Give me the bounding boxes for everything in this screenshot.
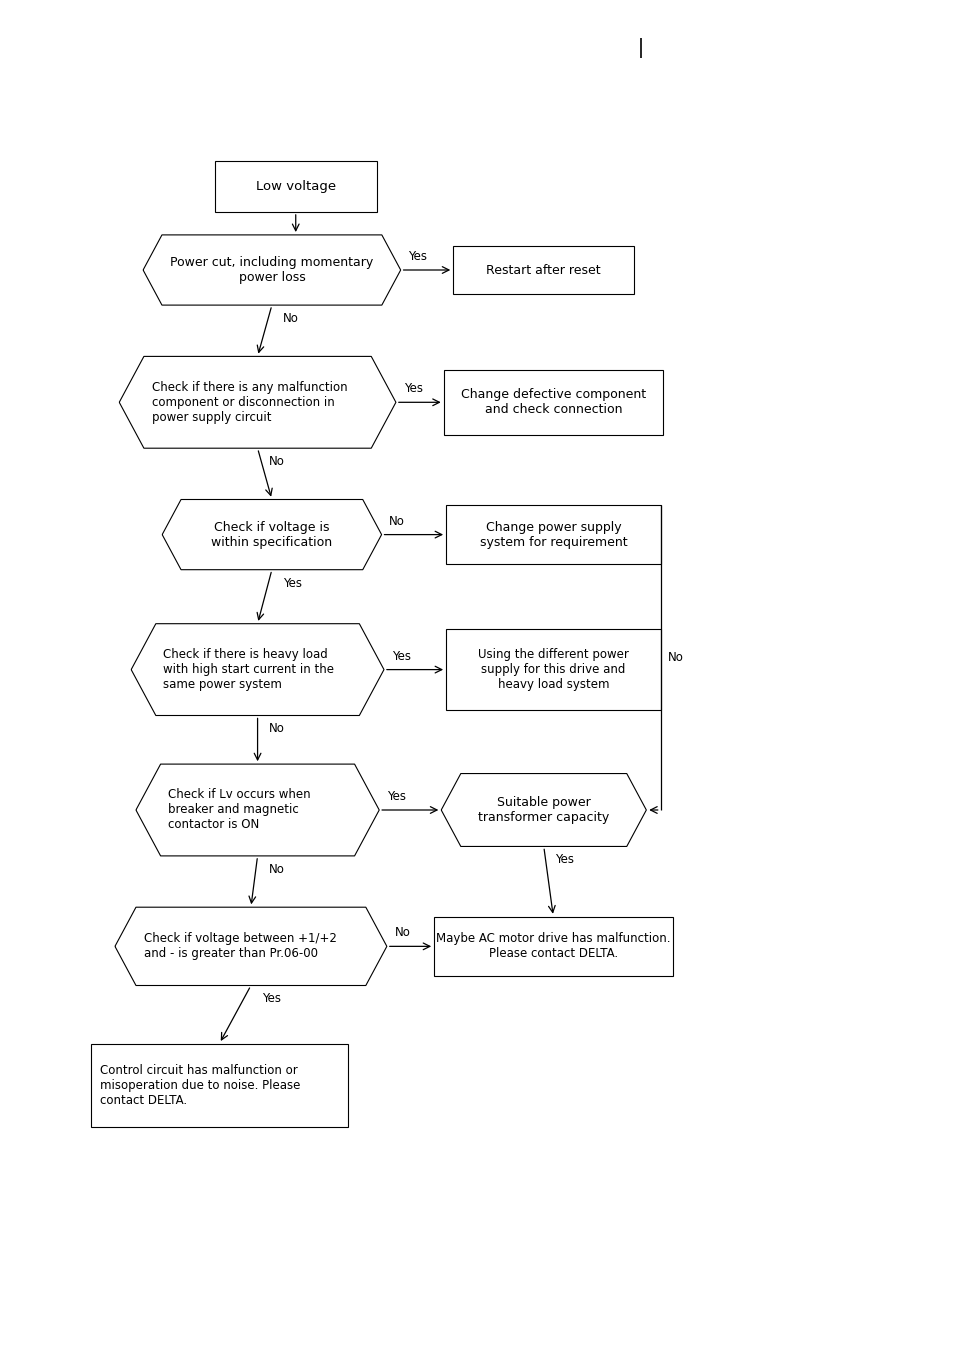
FancyBboxPatch shape	[445, 629, 659, 710]
Text: Power cut, including momentary
power loss: Power cut, including momentary power los…	[170, 256, 374, 284]
Text: Using the different power
supply for this drive and
heavy load system: Using the different power supply for thi…	[477, 648, 628, 691]
Text: No: No	[667, 651, 683, 664]
Text: Suitable power
transformer capacity: Suitable power transformer capacity	[477, 796, 609, 824]
Text: Yes: Yes	[283, 576, 302, 590]
FancyBboxPatch shape	[453, 246, 634, 294]
Text: No: No	[394, 926, 410, 940]
FancyBboxPatch shape	[91, 1044, 348, 1127]
Text: Check if voltage is
within specification: Check if voltage is within specification	[212, 521, 332, 548]
FancyBboxPatch shape	[214, 161, 376, 212]
Text: Change power supply
system for requirement: Change power supply system for requireme…	[479, 521, 626, 548]
Text: Check if voltage between +1/+2
and - is greater than Pr.06-00: Check if voltage between +1/+2 and - is …	[144, 933, 336, 960]
Text: Yes: Yes	[555, 853, 574, 867]
Text: Check if there is any malfunction
component or disconnection in
power supply cir: Check if there is any malfunction compon…	[152, 381, 347, 424]
FancyBboxPatch shape	[445, 505, 659, 564]
Text: Low voltage: Low voltage	[255, 180, 335, 193]
Text: No: No	[269, 863, 285, 876]
Text: Yes: Yes	[403, 382, 422, 396]
Text: Yes: Yes	[391, 649, 410, 663]
Text: Check if Lv occurs when
breaker and magnetic
contactor is ON: Check if Lv occurs when breaker and magn…	[168, 788, 311, 832]
Text: No: No	[269, 455, 285, 468]
Text: No: No	[283, 312, 299, 325]
Text: Yes: Yes	[408, 250, 427, 263]
Text: Control circuit has malfunction or
misoperation due to noise. Please
contact DEL: Control circuit has malfunction or misop…	[100, 1064, 300, 1107]
FancyBboxPatch shape	[434, 917, 672, 976]
Text: Check if there is heavy load
with high start current in the
same power system: Check if there is heavy load with high s…	[163, 648, 335, 691]
Text: No: No	[389, 514, 405, 528]
Text: Yes: Yes	[387, 790, 405, 803]
Text: Maybe AC motor drive has malfunction.
Please contact DELTA.: Maybe AC motor drive has malfunction. Pl…	[436, 933, 670, 960]
Text: Yes: Yes	[262, 992, 281, 1006]
Text: No: No	[269, 722, 285, 736]
Text: Change defective component
and check connection: Change defective component and check con…	[460, 389, 645, 416]
FancyBboxPatch shape	[443, 370, 662, 435]
Text: Restart after reset: Restart after reset	[486, 263, 600, 277]
